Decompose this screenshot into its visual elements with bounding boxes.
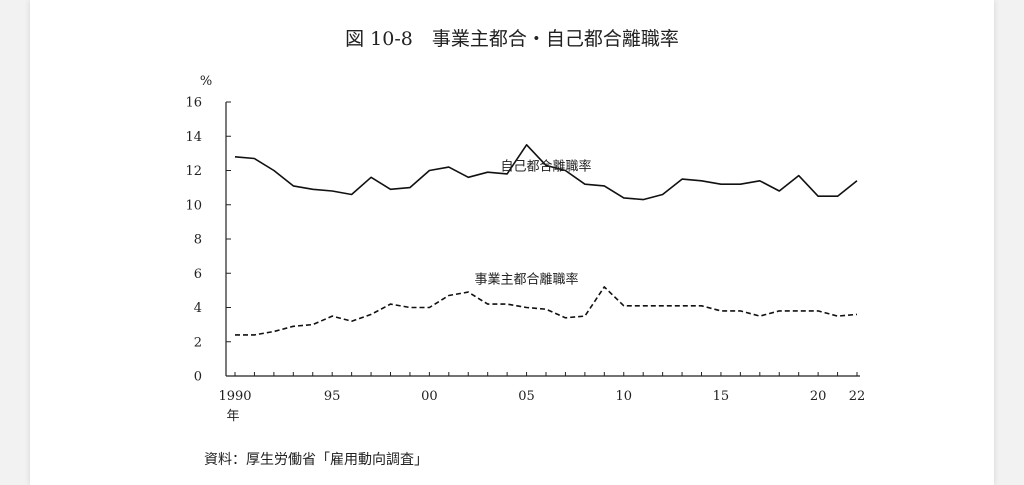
y-tick-label: 6 bbox=[194, 267, 202, 282]
chart-title: 図 10-8 事業主都合・自己都合離職率 bbox=[345, 28, 679, 50]
x-tick-label: 20 bbox=[810, 389, 827, 404]
x-tick-label: 1990 bbox=[218, 389, 251, 404]
x-tick-label: 15 bbox=[713, 389, 730, 404]
y-axis-unit: % bbox=[200, 74, 212, 89]
x-tick-label: 95 bbox=[324, 389, 341, 404]
y-tick-label: 16 bbox=[185, 96, 202, 111]
y-tick-label: 0 bbox=[194, 370, 202, 385]
y-tick-label: 2 bbox=[194, 335, 202, 350]
x-tick-label: 10 bbox=[615, 389, 632, 404]
document-page bbox=[30, 0, 994, 485]
x-tick-label: 22 bbox=[849, 389, 866, 404]
series-line-employer bbox=[235, 286, 858, 336]
series-group bbox=[234, 144, 858, 336]
y-tick-label: 10 bbox=[185, 198, 202, 213]
series-line-voluntary bbox=[234, 144, 858, 201]
x-tick-label: 05 bbox=[518, 389, 535, 404]
y-tick-label: 4 bbox=[194, 301, 202, 316]
axes: 0 2 4 6 8 10 12 14 16 1990 95 00 05 10 15 20 22 bbox=[185, 96, 865, 405]
y-tick-label: 8 bbox=[194, 233, 202, 248]
x-axis-unit: 年 bbox=[226, 409, 239, 424]
source-note: 資料：厚生労働省「雇用動向調査」 bbox=[204, 451, 428, 468]
x-tick-label: 00 bbox=[421, 389, 438, 404]
y-tick-label: 14 bbox=[185, 130, 202, 145]
series-label: 自己都合離職率 bbox=[500, 159, 591, 175]
y-tick-label: 12 bbox=[185, 164, 202, 179]
series-label: 事業主都合離職率 bbox=[475, 272, 579, 288]
